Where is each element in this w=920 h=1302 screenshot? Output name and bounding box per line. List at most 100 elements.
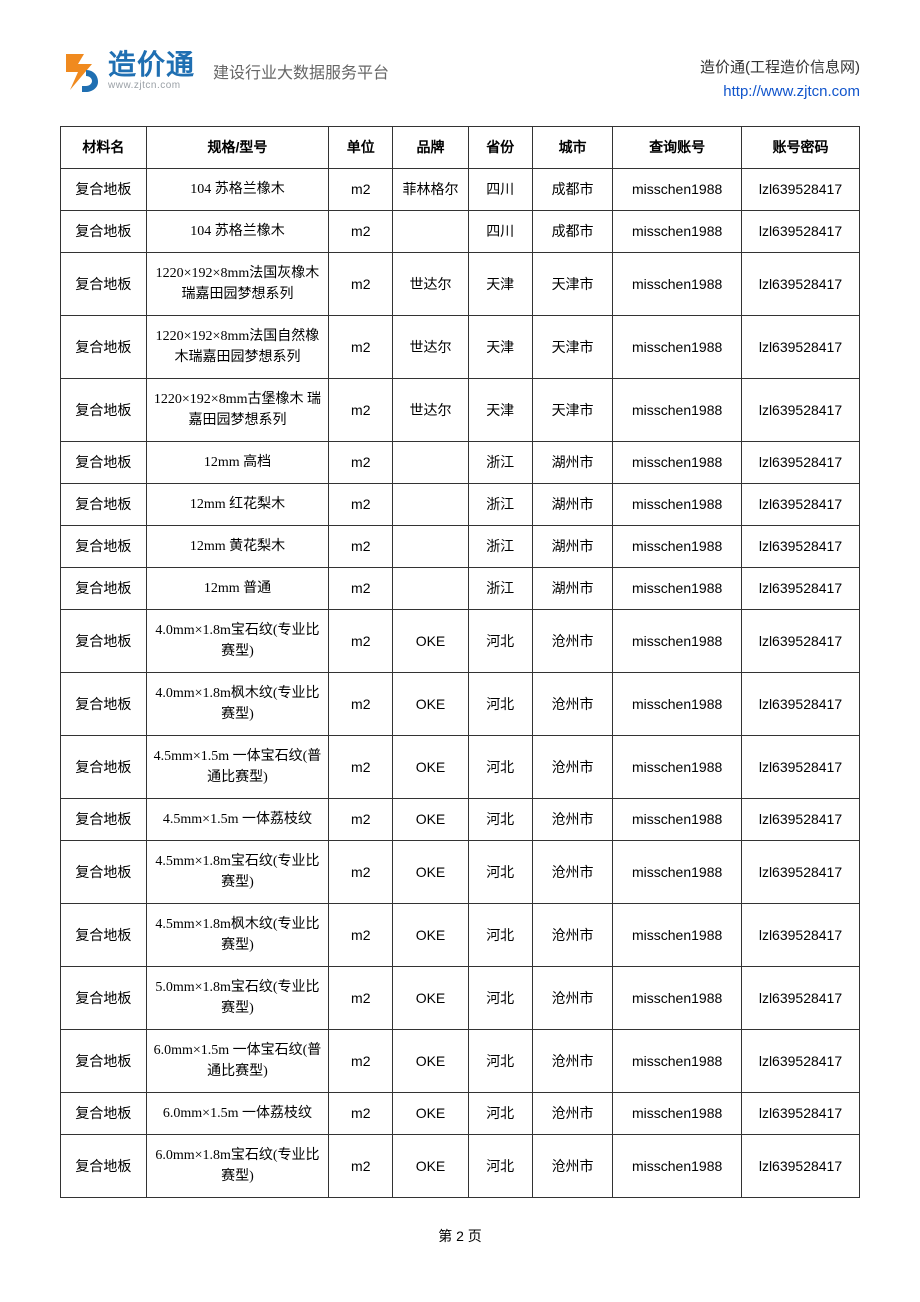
table-row: 复合地板6.0mm×1.5m 一体荔枝纹m2OKE河北沧州市misschen19…: [61, 1093, 860, 1135]
cell-spec: 1220×192×8mm法国自然橡木瑞嘉田园梦想系列: [146, 316, 328, 379]
cell-password: lzl639528417: [741, 211, 859, 253]
cell-password: lzl639528417: [741, 169, 859, 211]
logo-url: www.zjtcn.com: [108, 81, 195, 91]
cell-material: 复合地板: [61, 169, 147, 211]
cell-material: 复合地板: [61, 568, 147, 610]
cell-province: 河北: [468, 1093, 532, 1135]
cell-spec: 12mm 普通: [146, 568, 328, 610]
cell-unit: m2: [329, 1093, 393, 1135]
cell-password: lzl639528417: [741, 526, 859, 568]
cell-unit: m2: [329, 610, 393, 673]
col-brand: 品牌: [393, 127, 468, 169]
cell-spec: 104 苏格兰橡木: [146, 169, 328, 211]
table-row: 复合地板1220×192×8mm古堡橡木 瑞嘉田园梦想系列m2世达尔天津天津市m…: [61, 379, 860, 442]
cell-province: 河北: [468, 841, 532, 904]
cell-province: 浙江: [468, 526, 532, 568]
cell-city: 沧州市: [532, 610, 612, 673]
cell-account: misschen1988: [613, 736, 742, 799]
page-footer: 第 2 页: [60, 1226, 860, 1246]
cell-province: 天津: [468, 316, 532, 379]
cell-province: 河北: [468, 1030, 532, 1093]
cell-password: lzl639528417: [741, 316, 859, 379]
table-row: 复合地板4.5mm×1.5m 一体荔枝纹m2OKE河北沧州市misschen19…: [61, 799, 860, 841]
cell-account: misschen1988: [613, 211, 742, 253]
cell-material: 复合地板: [61, 1135, 147, 1198]
cell-brand: [393, 568, 468, 610]
cell-unit: m2: [329, 169, 393, 211]
cell-password: lzl639528417: [741, 442, 859, 484]
cell-brand: [393, 484, 468, 526]
cell-spec: 4.5mm×1.8m宝石纹(专业比赛型): [146, 841, 328, 904]
header-right: 造价通(工程造价信息网) http://www.zjtcn.com: [700, 50, 860, 104]
site-name: 造价通(工程造价信息网): [700, 56, 860, 80]
table-row: 复合地板12mm 黄花梨木m2浙江湖州市misschen1988lzl63952…: [61, 526, 860, 568]
cell-unit: m2: [329, 316, 393, 379]
cell-brand: OKE: [393, 799, 468, 841]
cell-spec: 4.5mm×1.5m 一体宝石纹(普通比赛型): [146, 736, 328, 799]
cell-city: 湖州市: [532, 568, 612, 610]
cell-spec: 4.5mm×1.8m枫木纹(专业比赛型): [146, 904, 328, 967]
cell-city: 湖州市: [532, 484, 612, 526]
logo-mark-icon: [60, 50, 102, 92]
cell-brand: [393, 211, 468, 253]
col-city: 城市: [532, 127, 612, 169]
cell-material: 复合地板: [61, 316, 147, 379]
table-header: 材料名 规格/型号 单位 品牌 省份 城市 查询账号 账号密码: [61, 127, 860, 169]
cell-unit: m2: [329, 1030, 393, 1093]
table-row: 复合地板6.0mm×1.5m 一体宝石纹(普通比赛型)m2OKE河北沧州市mis…: [61, 1030, 860, 1093]
cell-province: 浙江: [468, 442, 532, 484]
cell-spec: 12mm 高档: [146, 442, 328, 484]
cell-material: 复合地板: [61, 526, 147, 568]
cell-spec: 5.0mm×1.8m宝石纹(专业比赛型): [146, 967, 328, 1030]
cell-password: lzl639528417: [741, 736, 859, 799]
cell-spec: 12mm 红花梨木: [146, 484, 328, 526]
cell-brand: [393, 526, 468, 568]
cell-spec: 6.0mm×1.8m宝石纹(专业比赛型): [146, 1135, 328, 1198]
cell-brand: OKE: [393, 904, 468, 967]
cell-account: misschen1988: [613, 316, 742, 379]
cell-brand: [393, 442, 468, 484]
col-account: 查询账号: [613, 127, 742, 169]
col-spec: 规格/型号: [146, 127, 328, 169]
cell-city: 沧州市: [532, 1093, 612, 1135]
cell-city: 沧州市: [532, 799, 612, 841]
cell-province: 天津: [468, 379, 532, 442]
cell-unit: m2: [329, 526, 393, 568]
site-url-link[interactable]: http://www.zjtcn.com: [723, 83, 860, 100]
cell-province: 四川: [468, 211, 532, 253]
table-row: 复合地板4.5mm×1.5m 一体宝石纹(普通比赛型)m2OKE河北沧州市mis…: [61, 736, 860, 799]
table-row: 复合地板4.5mm×1.8m宝石纹(专业比赛型)m2OKE河北沧州市missch…: [61, 841, 860, 904]
col-unit: 单位: [329, 127, 393, 169]
cell-city: 沧州市: [532, 841, 612, 904]
table-row: 复合地板12mm 高档m2浙江湖州市misschen1988lzl6395284…: [61, 442, 860, 484]
cell-material: 复合地板: [61, 211, 147, 253]
col-material: 材料名: [61, 127, 147, 169]
cell-brand: 菲林格尔: [393, 169, 468, 211]
cell-unit: m2: [329, 211, 393, 253]
cell-brand: 世达尔: [393, 379, 468, 442]
cell-password: lzl639528417: [741, 841, 859, 904]
cell-account: misschen1988: [613, 379, 742, 442]
cell-material: 复合地板: [61, 799, 147, 841]
cell-password: lzl639528417: [741, 1093, 859, 1135]
cell-material: 复合地板: [61, 736, 147, 799]
cell-city: 湖州市: [532, 526, 612, 568]
cell-material: 复合地板: [61, 253, 147, 316]
cell-password: lzl639528417: [741, 379, 859, 442]
cell-brand: 世达尔: [393, 253, 468, 316]
cell-spec: 6.0mm×1.5m 一体宝石纹(普通比赛型): [146, 1030, 328, 1093]
table-row: 复合地板4.0mm×1.8m枫木纹(专业比赛型)m2OKE河北沧州市missch…: [61, 673, 860, 736]
table-row: 复合地板1220×192×8mm法国自然橡木瑞嘉田园梦想系列m2世达尔天津天津市…: [61, 316, 860, 379]
cell-province: 河北: [468, 904, 532, 967]
cell-brand: OKE: [393, 736, 468, 799]
cell-spec: 4.0mm×1.8m宝石纹(专业比赛型): [146, 610, 328, 673]
cell-password: lzl639528417: [741, 484, 859, 526]
cell-unit: m2: [329, 967, 393, 1030]
cell-brand: OKE: [393, 1093, 468, 1135]
table-header-row: 材料名 规格/型号 单位 品牌 省份 城市 查询账号 账号密码: [61, 127, 860, 169]
cell-unit: m2: [329, 253, 393, 316]
col-password: 账号密码: [741, 127, 859, 169]
cell-material: 复合地板: [61, 1093, 147, 1135]
cell-password: lzl639528417: [741, 253, 859, 316]
cell-material: 复合地板: [61, 442, 147, 484]
